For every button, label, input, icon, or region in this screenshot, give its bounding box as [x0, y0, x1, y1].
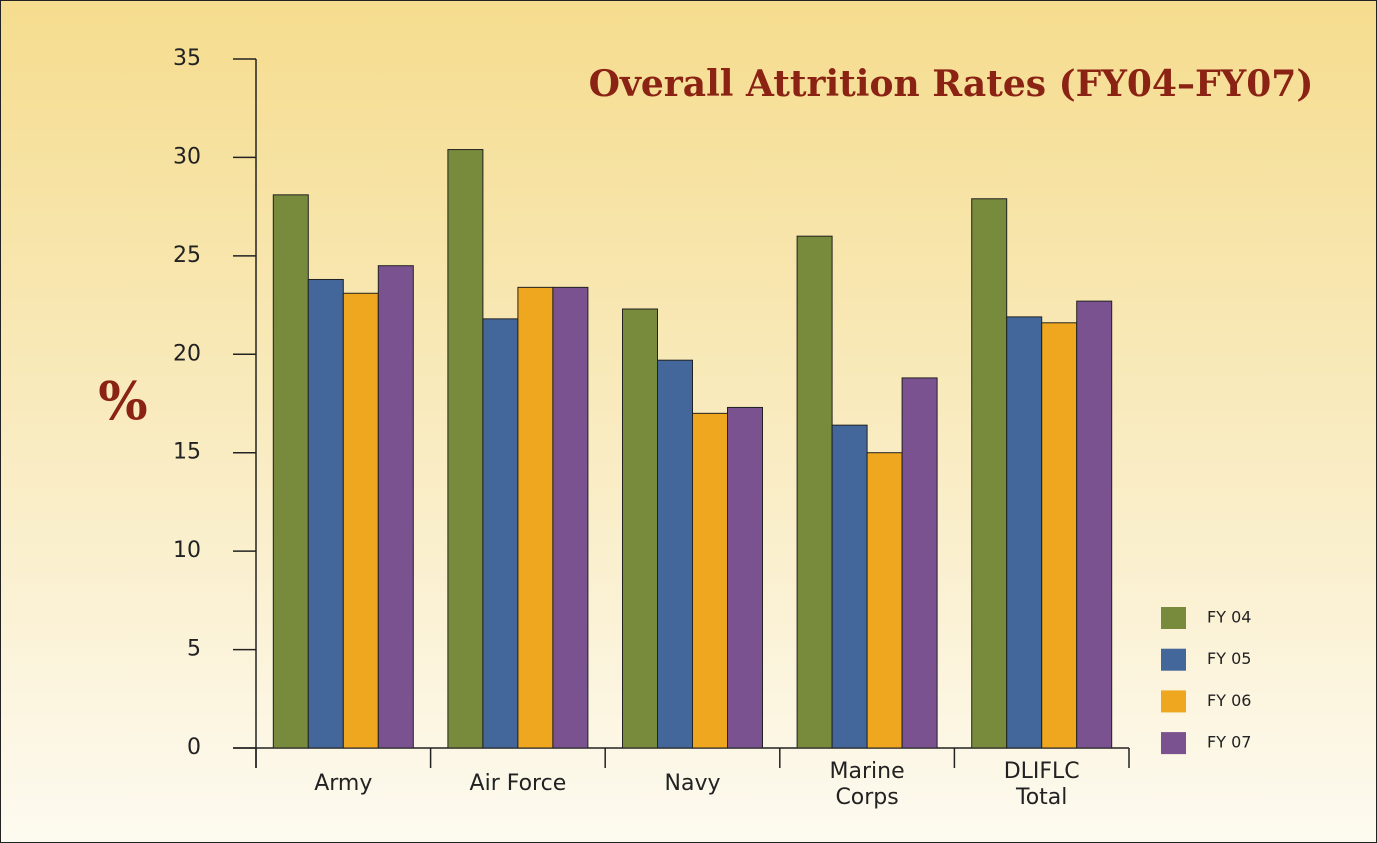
bar [517, 286, 554, 749]
legend-swatch [1161, 690, 1186, 713]
bar [1006, 316, 1043, 749]
legend-label: FY 06 [1207, 691, 1251, 710]
bar [482, 318, 519, 749]
legend-swatch [1161, 648, 1186, 671]
y-tick-label: 20 [173, 341, 201, 366]
bar [831, 424, 868, 749]
bar [342, 292, 379, 749]
y-tick-label: 0 [187, 735, 201, 760]
y-tick-label: 35 [173, 46, 201, 71]
chart-title: Overall Attrition Rates (FY04–FY07) [589, 63, 1314, 105]
bar [1041, 322, 1078, 749]
y-tick-label: 30 [173, 144, 201, 169]
bar [866, 452, 903, 749]
bar [307, 278, 344, 749]
legend-label: FY 07 [1207, 733, 1251, 752]
x-tick-label: Army [314, 771, 372, 796]
bar [796, 235, 833, 749]
y-tick-label: 15 [173, 440, 201, 465]
legend-swatch [1161, 732, 1186, 755]
bar [692, 412, 728, 749]
x-tick-label: DLIFLC Total [1004, 759, 1080, 810]
legend-label: FY 04 [1207, 608, 1251, 627]
bar [622, 308, 658, 749]
bar [971, 198, 1008, 749]
x-tick-label: Marine Corps [830, 759, 905, 810]
bar [1076, 300, 1113, 749]
y-tick-label: 10 [173, 538, 201, 563]
bar [901, 377, 938, 749]
bar [552, 286, 589, 749]
bar [272, 194, 309, 749]
legend-label: FY 05 [1207, 649, 1251, 668]
y-tick-label: 5 [187, 637, 201, 662]
bar [377, 265, 414, 749]
y-tick-label: 25 [173, 243, 201, 268]
x-tick-label: Navy [665, 771, 721, 796]
bar [447, 149, 484, 749]
y-axis-label: % [98, 372, 147, 433]
bar [727, 406, 763, 749]
x-tick-label: Air Force [470, 771, 567, 796]
legend-swatch [1161, 607, 1186, 629]
bar [657, 359, 693, 749]
